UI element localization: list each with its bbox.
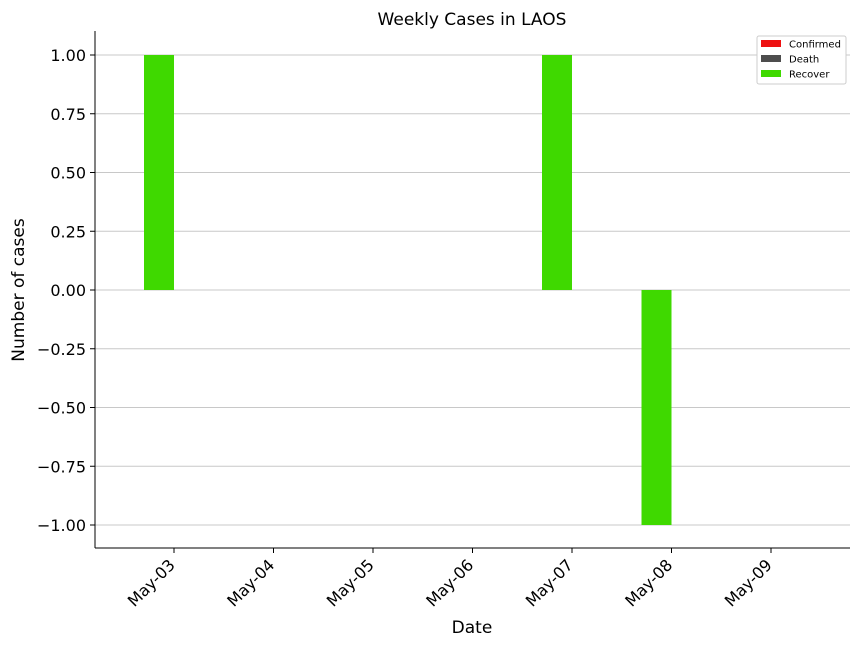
y-tick-label: −0.75 bbox=[37, 457, 86, 476]
y-tick-label: 0.75 bbox=[50, 105, 86, 124]
x-ticks: May-03 May-04 May-05 May-06 May-07 May-08 May-… bbox=[124, 548, 776, 611]
chart-title: Weekly Cases in LAOS bbox=[378, 10, 567, 30]
y-tick-label: 0.50 bbox=[50, 164, 86, 183]
y-axis-label: Number of cases bbox=[9, 218, 29, 362]
legend-swatch-recover bbox=[761, 70, 781, 77]
legend-swatch-death bbox=[761, 55, 781, 62]
bar-recover-may-03 bbox=[144, 55, 174, 290]
y-tick-label: 0.00 bbox=[50, 281, 86, 300]
legend: Confirmed Death Recover bbox=[756, 35, 847, 85]
bar-recover-may-07 bbox=[542, 55, 572, 290]
x-tick-label: May-08 bbox=[621, 555, 676, 610]
x-tick-label: May-09 bbox=[721, 555, 776, 610]
y-ticks: 1.00 0.75 0.50 0.25 0.00 −0.25 −0.50 −0.75 −1.00 bbox=[37, 46, 95, 535]
y-tick-label: 1.00 bbox=[50, 46, 86, 65]
legend-swatch-confirmed bbox=[761, 40, 781, 47]
y-tick-label: −0.25 bbox=[37, 340, 86, 359]
x-tick-label: May-05 bbox=[323, 555, 378, 610]
y-tick-label: 0.25 bbox=[50, 222, 86, 241]
gridlines bbox=[95, 54, 850, 526]
bar-recover-may-08 bbox=[641, 290, 672, 525]
legend-label-death: Death bbox=[789, 55, 819, 66]
x-axis-label: Date bbox=[452, 618, 493, 638]
x-tick-label: May-03 bbox=[124, 555, 179, 610]
bars bbox=[144, 55, 672, 525]
x-tick-label: May-06 bbox=[422, 555, 477, 610]
legend-label-recover: Recover bbox=[789, 70, 830, 81]
y-tick-label: −0.50 bbox=[37, 399, 86, 418]
legend-label-confirmed: Confirmed bbox=[789, 40, 841, 51]
x-tick-label: May-04 bbox=[223, 555, 278, 610]
x-tick-label: May-07 bbox=[522, 555, 577, 610]
y-tick-label: −1.00 bbox=[37, 516, 86, 535]
